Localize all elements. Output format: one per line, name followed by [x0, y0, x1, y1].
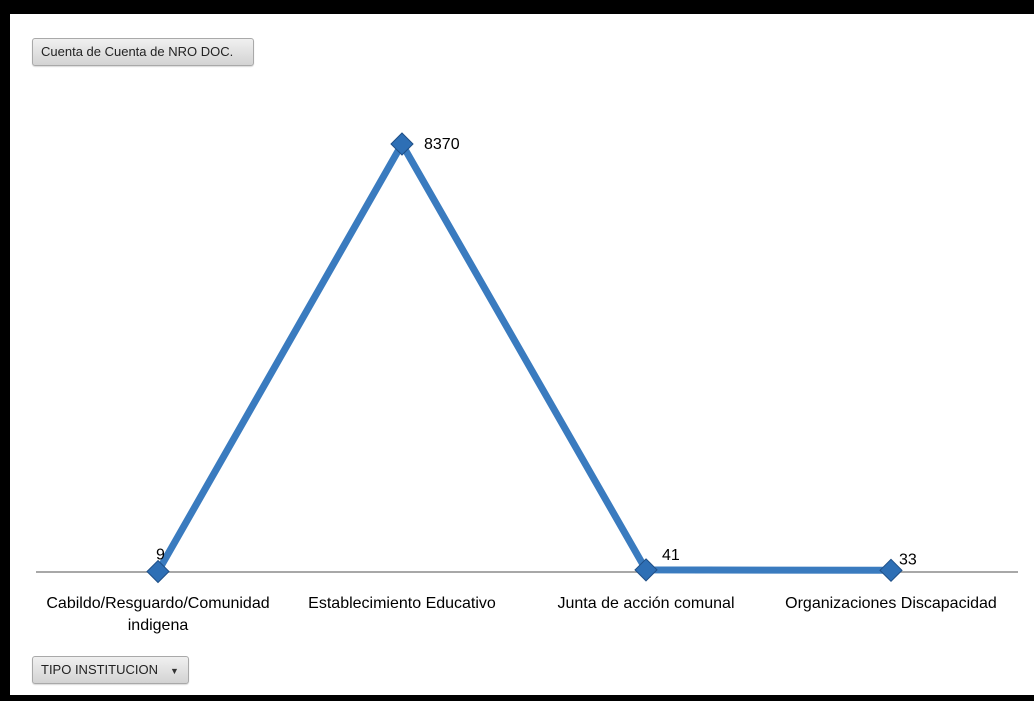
category-label-line: indigena: [128, 617, 189, 634]
category-label: Junta de acción comunal: [558, 595, 735, 612]
data-label: 9: [156, 547, 165, 564]
data-label: 8370: [424, 136, 460, 153]
category-label: Organizaciones Discapacidad: [785, 595, 997, 612]
category-label-line: Establecimiento Educativo: [308, 595, 496, 612]
category-label: Cabildo/Resguardo/Comunidad indigena: [46, 595, 269, 634]
data-label: 41: [662, 547, 680, 564]
data-point-marker: [634, 558, 658, 582]
data-label: 33: [899, 551, 917, 568]
category-label: Establecimiento Educativo: [308, 595, 496, 612]
series-line: [154, 136, 895, 576]
data-point-marker: [146, 559, 170, 584]
category-label-line: Junta de acción comunal: [558, 595, 735, 612]
dropdown-arrow-icon[interactable]: ▼: [170, 666, 179, 676]
data-point-marker: [390, 132, 414, 156]
data-point-marker: [879, 558, 903, 583]
chart-frame: Cuenta de Cuenta de NRO DOC. 9 8370 41 33 Ca…: [10, 14, 1034, 695]
category-label-line: Cabildo/Resguardo/Comunidad: [46, 595, 269, 612]
value-field-button[interactable]: Cuenta de Cuenta de NRO DOC.: [32, 38, 254, 66]
axis-field-label: TIPO INSTITUCION: [41, 662, 158, 677]
line-chart: 9 8370 41 33 Cabildo/Resguardo/Comunidad indi…: [36, 132, 1018, 634]
value-field-label: Cuenta de Cuenta de NRO DOC.: [41, 44, 234, 59]
category-label-line: Organizaciones Discapacidad: [785, 595, 997, 612]
axis-field-button[interactable]: TIPO INSTITUCION ▼: [32, 656, 189, 684]
